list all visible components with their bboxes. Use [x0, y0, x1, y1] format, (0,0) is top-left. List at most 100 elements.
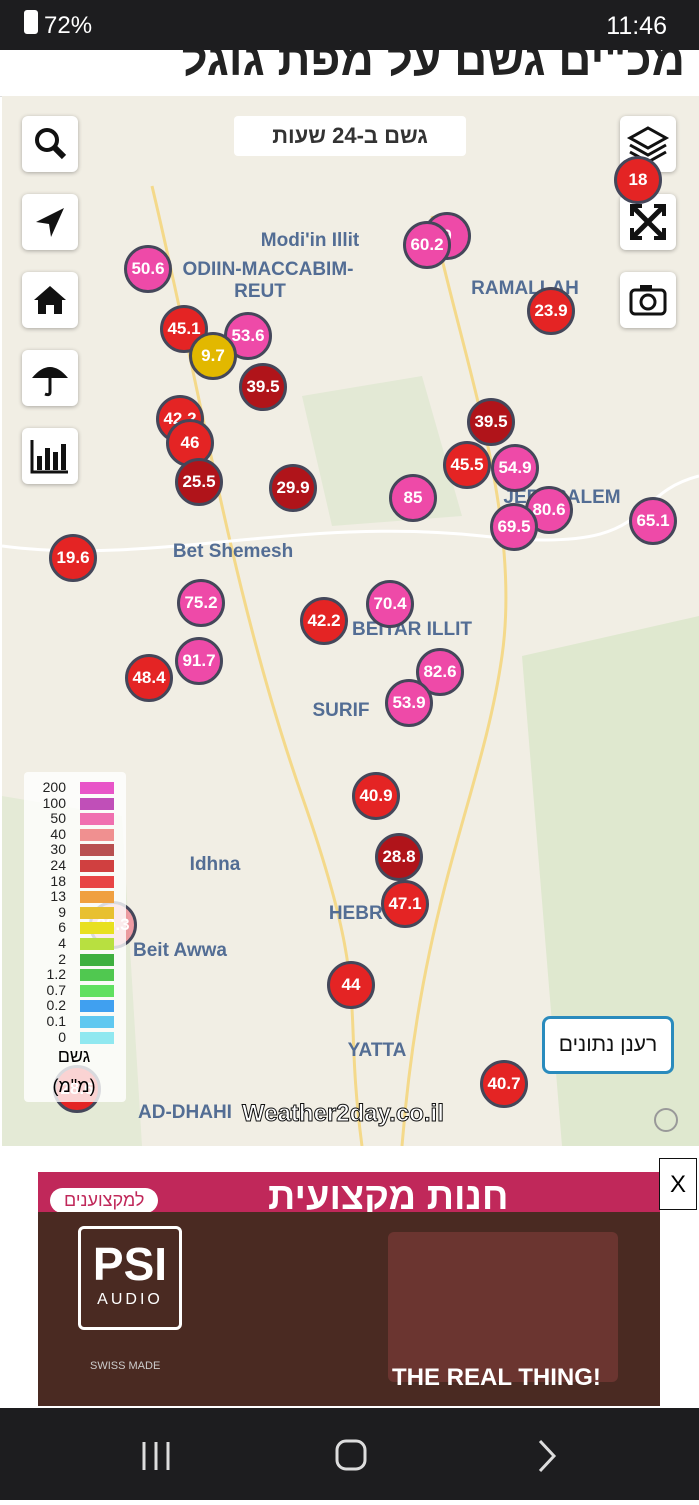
rain-marker: 65.1	[629, 497, 677, 545]
place-label: AD-DHAHI	[138, 1102, 232, 1123]
map[interactable]: גשם ב-24 שעות Modi'in Illit ODIIN-MACCABI…	[2, 96, 699, 1146]
ad-brand-sub: AUDIO	[97, 1291, 163, 1308]
legend-swatch	[80, 828, 114, 841]
rain-marker: 69.5	[490, 503, 538, 551]
legend: 200 100 50 40 30 24 18 13 9 6 4 2 1.2 0.7 0.2 0.1 0 גשם (מ…	[24, 772, 126, 1102]
legend-value: 40	[50, 825, 66, 842]
rain-marker: 47.1	[381, 880, 429, 928]
ad-slogan: THE REAL THING!	[392, 1364, 601, 1391]
legend-value: 18	[50, 872, 66, 889]
rain-marker: 44	[327, 961, 375, 1009]
legend-swatch	[80, 891, 114, 904]
legend-swatch	[80, 969, 114, 982]
rain-marker: 39.5	[467, 398, 515, 446]
rain-marker: 54.9	[491, 444, 539, 492]
rain-marker: 85	[389, 474, 437, 522]
watermark: Weather2day.co.il	[242, 1100, 445, 1128]
legend-value: 9	[58, 903, 66, 920]
place-label: REUT	[234, 281, 286, 302]
ad[interactable]: למקצוענים חנות מקצועית X PSI AUDIO SWISS…	[0, 1158, 699, 1408]
rain-marker: 45.1	[160, 305, 208, 353]
legend-value: 0.2	[46, 997, 66, 1014]
legend-swatch	[80, 1016, 114, 1028]
ad-banner-button[interactable]: למקצוענים	[50, 1188, 159, 1212]
place-label: YATTA	[347, 1040, 407, 1061]
rain-marker: 23.9	[527, 287, 575, 335]
rain-marker: 53.9	[385, 679, 433, 727]
place-label: Modi'in Illit	[260, 230, 360, 251]
legend-row: 2	[24, 950, 124, 968]
legend-row: 18	[24, 872, 124, 890]
camera-button[interactable]	[620, 272, 676, 328]
fullscreen-button[interactable]	[620, 194, 676, 250]
legend-row: 40	[24, 825, 124, 843]
rain-button[interactable]	[22, 350, 78, 406]
search-button[interactable]	[22, 116, 78, 172]
legend-value: 4	[58, 935, 66, 951]
overlay-title: גשם ב-24 שעות	[234, 116, 466, 156]
rain-marker: 19.6	[49, 534, 97, 582]
legend-row: 100	[24, 794, 124, 812]
legend-swatch	[80, 797, 114, 810]
battery-icon	[24, 10, 38, 34]
rain-marker: 70.4	[366, 580, 414, 628]
rain-marker: 40.9	[352, 772, 400, 820]
chart-button[interactable]	[22, 428, 78, 484]
rain-marker: 40.7	[480, 1060, 528, 1108]
clock: 11:46	[606, 12, 667, 40]
rain-marker: 50.6	[124, 245, 172, 293]
legend-value: 6	[58, 919, 66, 936]
info-icon[interactable]	[654, 1108, 678, 1132]
place-label: Bet Shemesh	[172, 541, 294, 562]
legend-swatch	[80, 1000, 114, 1013]
place-label: Idhna	[189, 854, 241, 875]
rain-marker: 39.5	[239, 363, 287, 411]
legend-swatch	[80, 813, 114, 826]
legend-row: 24	[24, 858, 124, 874]
legend-title: גשם	[57, 1046, 91, 1066]
legend-row: 0	[24, 1028, 124, 1046]
navigation-bar	[0, 1408, 699, 1500]
refresh-button[interactable]: רענן נתונים	[542, 1016, 674, 1074]
legend-swatch	[80, 860, 114, 872]
legend-swatch	[80, 953, 114, 966]
legend-row: 30	[24, 842, 124, 858]
legend-value: 2	[58, 950, 66, 967]
legend-unit: (מ"מ)	[52, 1076, 96, 1096]
place-label: SURIF	[312, 700, 370, 721]
page-header: מכ"ים גשם על מפת גוגל	[0, 50, 699, 97]
ad-origin: SWISS MADE	[90, 1360, 161, 1372]
rain-marker: 45.5	[443, 441, 491, 489]
legend-value: 0	[58, 1028, 66, 1045]
locate-button[interactable]	[22, 194, 78, 250]
legend-swatch	[80, 922, 114, 935]
battery-level: 72%	[44, 12, 93, 39]
rain-marker: 25.5	[175, 458, 223, 506]
rain-marker: 42.2	[300, 597, 348, 645]
rain-marker: 28.8	[375, 833, 423, 881]
ad-close[interactable]: X	[659, 1158, 697, 1210]
legend-row: 0.7	[24, 982, 124, 999]
legend-value: 100	[42, 794, 66, 811]
rain-marker: 48.4	[125, 654, 173, 702]
rain-marker: 60.2	[403, 221, 451, 269]
legend-swatch	[80, 844, 114, 857]
home-button[interactable]	[22, 272, 78, 328]
legend-value: 0.1	[46, 1013, 66, 1029]
rain-marker: 9.7	[189, 332, 237, 380]
legend-swatch	[80, 782, 114, 794]
legend-row: 6	[24, 920, 124, 936]
ad-banner: למקצוענים חנות מקצועית	[38, 1172, 660, 1212]
ad-speaker	[388, 1232, 618, 1382]
status-bar: 72% 11:46	[0, 0, 699, 50]
legend-row: 50	[24, 811, 124, 827]
place-label: Beit Awwa	[133, 940, 227, 961]
legend-value: 24	[50, 857, 66, 873]
ad-banner-text: חנות מקצועית	[268, 1176, 509, 1212]
legend-row: 13	[24, 889, 124, 905]
legend-row: 4	[24, 936, 124, 952]
rain-marker: 75.2	[177, 579, 225, 627]
legend-swatch	[80, 875, 114, 888]
ad-image: PSI AUDIO SWISS MADE THE REAL THING!	[38, 1212, 660, 1406]
legend-value: 1.2	[46, 966, 66, 983]
